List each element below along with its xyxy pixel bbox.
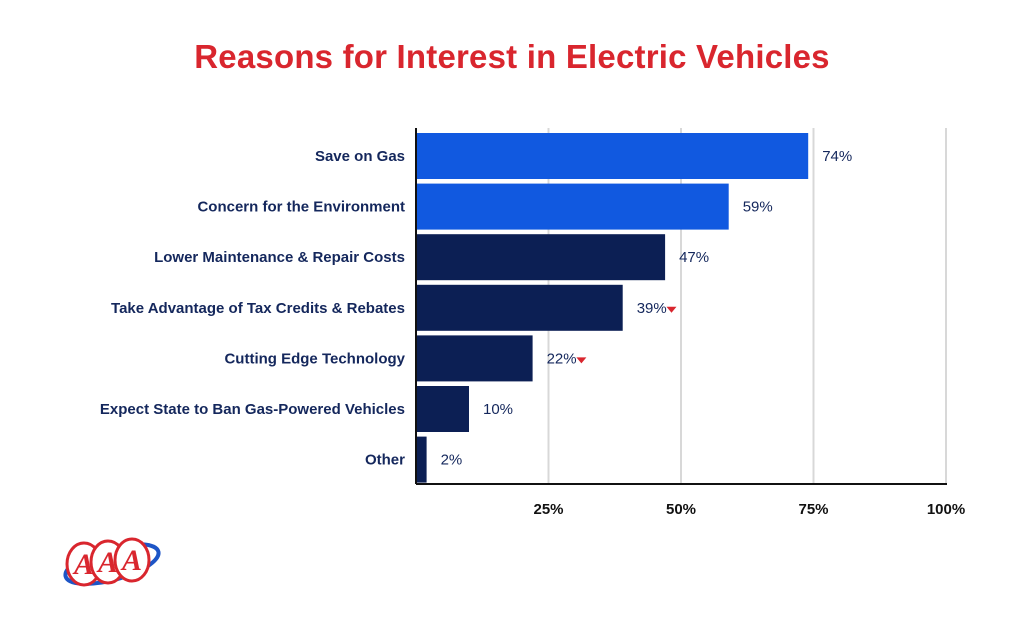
svg-text:A: A xyxy=(72,548,94,581)
value-label-5: 10% xyxy=(483,401,513,418)
bar-1 xyxy=(416,183,729,230)
x-tick-label-25: 25% xyxy=(533,501,563,518)
value-label-0: 74% xyxy=(822,148,852,165)
x-tick-label-50: 50% xyxy=(666,501,696,518)
category-label-2: Lower Maintenance & Repair Costs xyxy=(154,249,405,266)
category-label-1: Concern for the Environment xyxy=(197,199,405,216)
bar-2 xyxy=(416,234,666,281)
aaa-logo: A A A xyxy=(63,537,161,587)
decrease-arrow-icon-4 xyxy=(576,357,587,364)
category-label-5: Expect State to Ban Gas-Powered Vehicles xyxy=(100,401,405,418)
x-tick-label-100: 100% xyxy=(927,501,965,518)
value-label-4: 22% xyxy=(547,350,577,367)
category-label-6: Other xyxy=(365,452,405,469)
value-label-2: 47% xyxy=(679,249,709,266)
value-label-1: 59% xyxy=(743,199,773,216)
decrease-arrow-icon-3 xyxy=(666,306,677,313)
value-label-6: 2% xyxy=(441,452,463,469)
bar-0 xyxy=(416,133,809,179)
bar-4 xyxy=(416,335,533,382)
bar-3 xyxy=(416,284,623,331)
bar-6 xyxy=(416,436,427,483)
bar-5 xyxy=(416,386,469,432)
category-label-0: Save on Gas xyxy=(315,148,405,165)
category-label-4: Cutting Edge Technology xyxy=(224,350,405,367)
value-label-3: 39% xyxy=(637,300,667,317)
svg-text:A: A xyxy=(96,546,118,579)
svg-text:A: A xyxy=(120,544,142,577)
chart-title: Reasons for Interest in Electric Vehicle… xyxy=(194,38,830,75)
x-tick-label-75: 75% xyxy=(798,501,828,518)
category-label-3: Take Advantage of Tax Credits & Rebates xyxy=(111,300,405,317)
